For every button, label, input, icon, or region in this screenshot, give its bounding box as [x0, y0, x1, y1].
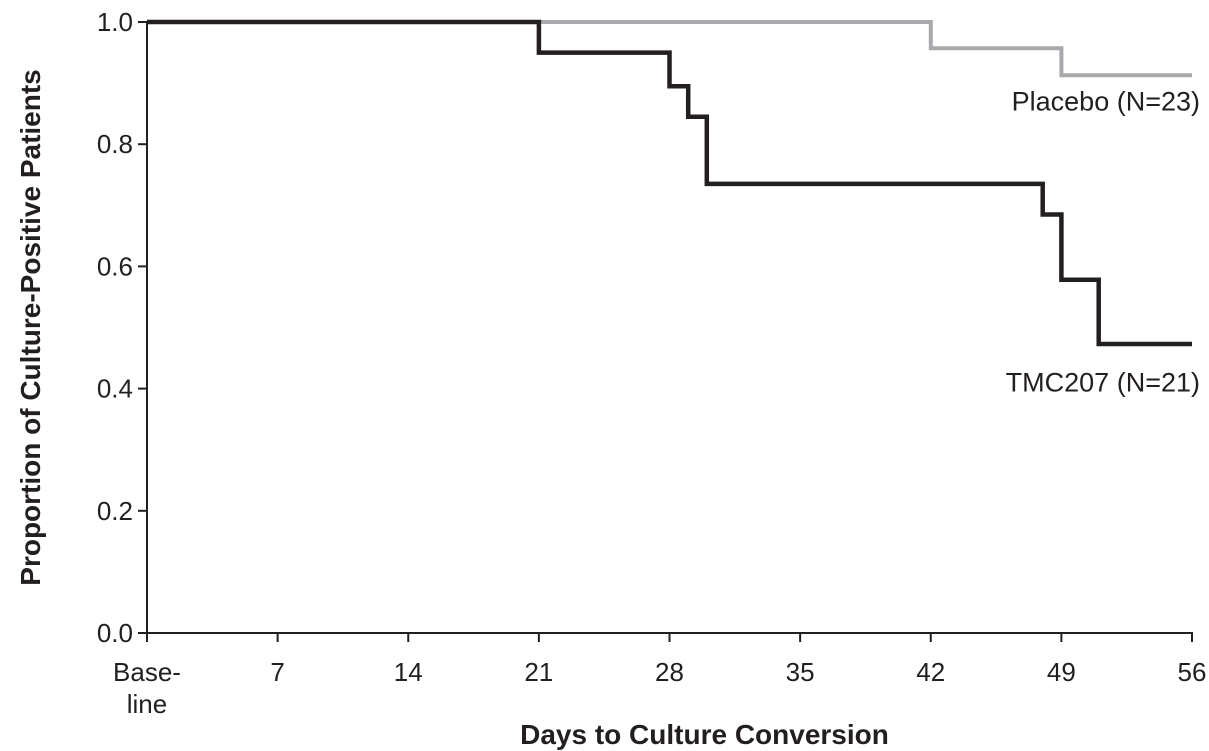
x-tick-label-line: 14: [394, 657, 423, 687]
series-labels: Placebo (N=23) TMC207 (N=21): [1006, 86, 1200, 397]
y-axis-ticks: 0.0 0.2 0.4 0.6 0.8 1.0: [97, 7, 147, 648]
y-tick-label: 0.2: [97, 496, 133, 526]
y-axis-title: Proportion of Culture-Positive Patients: [15, 69, 46, 585]
x-tick-label-line: 56: [1178, 657, 1207, 687]
x-tick-label: 35: [786, 657, 815, 687]
series-label-tmc207: TMC207 (N=21): [1006, 367, 1200, 397]
x-tick-label: 42: [916, 657, 945, 687]
x-tick-label: 49: [1047, 657, 1076, 687]
x-axis-title: Days to Culture Conversion: [520, 719, 889, 750]
y-tick-label: 0.8: [97, 129, 133, 159]
x-tick-label: 14: [394, 657, 423, 687]
x-tick-label-line: 28: [655, 657, 684, 687]
x-tick-label-line: 21: [524, 657, 553, 687]
series-label-placebo: Placebo (N=23): [1012, 86, 1200, 116]
x-tick-label-line: 7: [270, 657, 284, 687]
y-tick-label: 1.0: [97, 7, 133, 37]
x-tick-label-line: 35: [786, 657, 815, 687]
x-tick-label-line: 49: [1047, 657, 1076, 687]
x-tick-label-line: Base-: [113, 657, 181, 687]
x-tick-label: 7: [270, 657, 284, 687]
y-tick-label: 0.0: [97, 618, 133, 648]
series-layer: [147, 19, 1192, 347]
x-tick-label-line: line: [127, 689, 167, 719]
x-tick-label-line: 42: [916, 657, 945, 687]
x-tick-label: 28: [655, 657, 684, 687]
series-line-tmc207: [147, 19, 1192, 347]
y-tick-label: 0.4: [97, 374, 133, 404]
x-tick-label: 21: [524, 657, 553, 687]
x-axis-ticks: Base-line 7 14 21 28 35 42 49 56: [113, 633, 1206, 719]
x-tick-label: Base-line: [113, 657, 181, 719]
series-line-placebo: [147, 20, 1192, 78]
x-tick-label: 56: [1178, 657, 1207, 687]
y-tick-label: 0.6: [97, 251, 133, 281]
